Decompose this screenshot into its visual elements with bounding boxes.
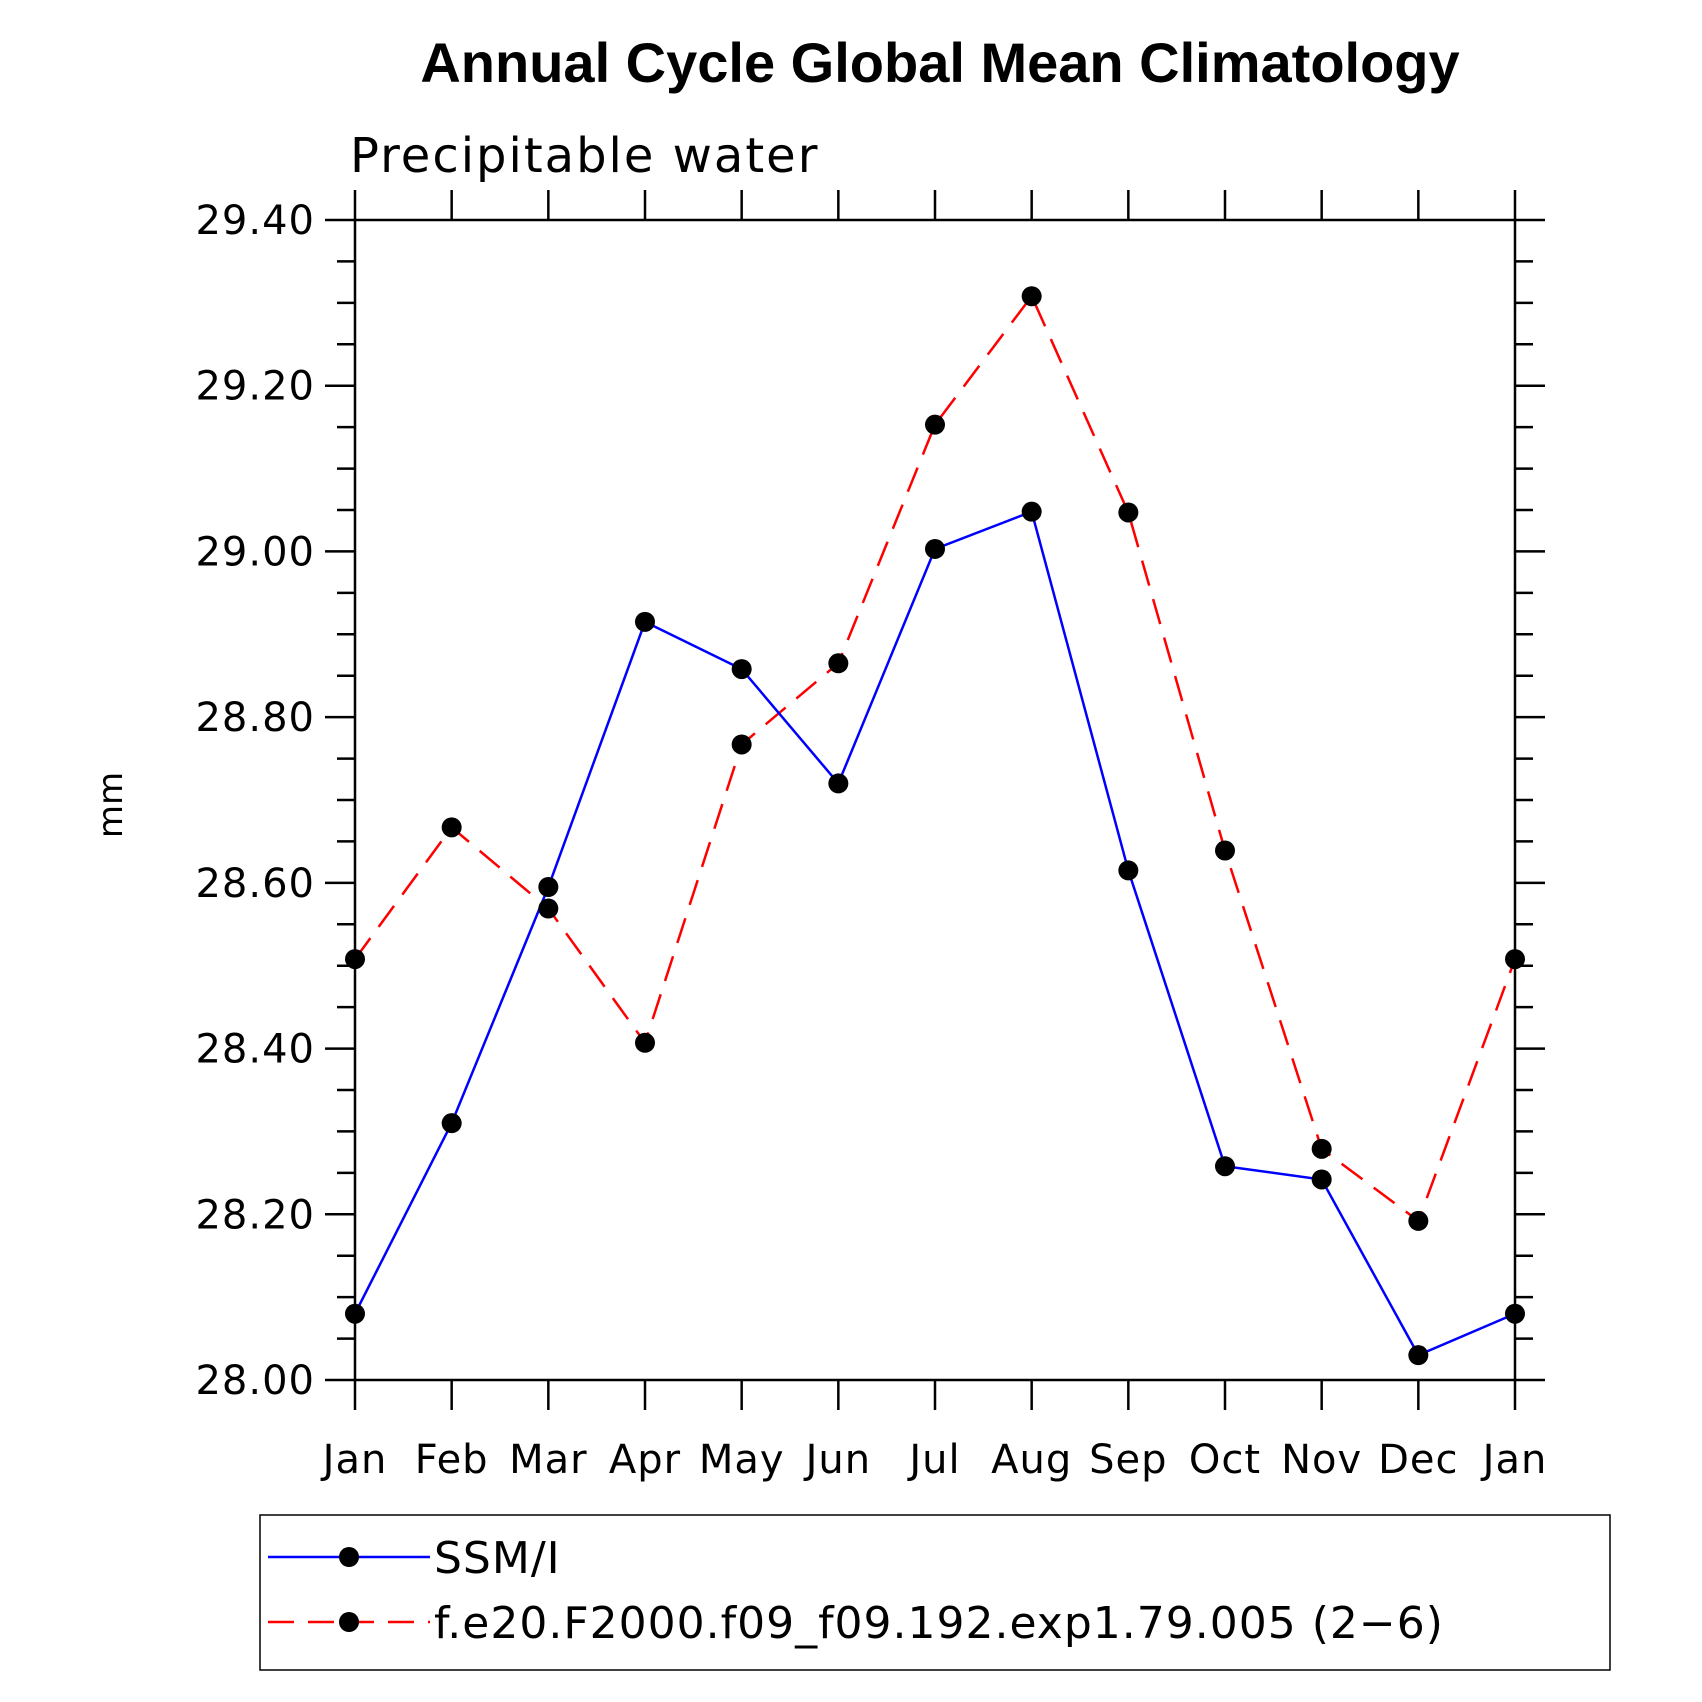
series-line-1 [353,293,1517,1223]
legend: SSM/I f.e20.F2000.f09_f09.192.exp1.79.005… [259,1514,1611,1671]
data-point-series-0 [1505,1303,1525,1324]
y-tick-label: 28.40 [195,1027,315,1073]
x-tick-label: Dec [1378,1437,1458,1483]
data-point-series-0 [441,1113,462,1134]
x-tick-label: Jan [320,1437,388,1483]
legend-marker-0 [339,1547,359,1567]
x-tick-label: Sep [1089,1437,1167,1483]
data-point-series-1 [1118,502,1139,523]
data-point-series-0 [925,538,945,559]
x-tick-label: Feb [415,1437,489,1483]
x-tick-label: Aug [991,1437,1072,1483]
y-tick-label: 28.20 [195,1192,315,1238]
x-tick-label: Oct [1189,1437,1261,1483]
y-tick-label: 29.40 [195,198,315,244]
data-point-series-1 [345,949,365,970]
series-line-0 [353,509,1516,1357]
x-tick-label: May [699,1437,785,1483]
data-point-series-1 [925,414,945,435]
data-point-series-1 [538,898,559,919]
data-point-series-1 [731,734,752,755]
x-tick-label: Nov [1281,1437,1362,1483]
data-point-series-0 [1408,1345,1429,1366]
legend-marker-1 [339,1612,359,1632]
data-point-series-0 [635,611,655,632]
data-point-series-0 [828,773,849,794]
data-point-series-0 [1215,1156,1235,1177]
y-tick-label: 28.80 [195,695,315,741]
data-point-series-1 [635,1032,655,1053]
data-point-series-1 [441,817,462,838]
plot-axes: 28.00 28.20 28.40 28.60 28.80 29.00 29.20 29.40… [195,190,1548,1483]
data-point-series-0 [538,877,559,897]
data-point-series-0 [1118,860,1139,881]
y-tick-label: 29.00 [195,529,315,575]
x-tick-label: Apr [609,1437,681,1483]
legend-label-1: f.e20.F2000.f09_f09.192.exp1.79.005 (2−6… [434,1598,1444,1649]
plot-frame [353,218,1517,1382]
data-point-series-0 [1021,501,1042,522]
data-point-series-0 [731,659,752,680]
y-tick-label: 28.00 [195,1358,315,1404]
series-layer [345,286,1525,1366]
data-point-series-1 [828,653,849,674]
data-point-series-1 [1215,840,1235,861]
chart-title: Annual Cycle Global Mean Climatology [420,31,1459,94]
chart-subtitle: Precipitable water [350,128,819,184]
x-tick-label: Jun [803,1437,872,1483]
data-point-series-1 [1311,1138,1332,1159]
y-axis-label: mm [91,772,131,838]
legend-box [259,1514,1611,1671]
data-point-series-1 [1505,949,1525,970]
y-tick-label: 29.20 [195,364,315,410]
data-point-series-1 [1408,1210,1429,1231]
x-tick-label: Mar [509,1437,587,1483]
data-point-series-1 [1021,286,1042,307]
legend-label-0: SSM/I [434,1533,561,1584]
data-point-series-0 [345,1303,365,1324]
x-tick-label: Jul [906,1437,960,1483]
x-tick-label: Jan [1480,1437,1548,1483]
y-tick-label: 28.60 [195,861,315,907]
data-point-series-0 [1311,1169,1332,1190]
